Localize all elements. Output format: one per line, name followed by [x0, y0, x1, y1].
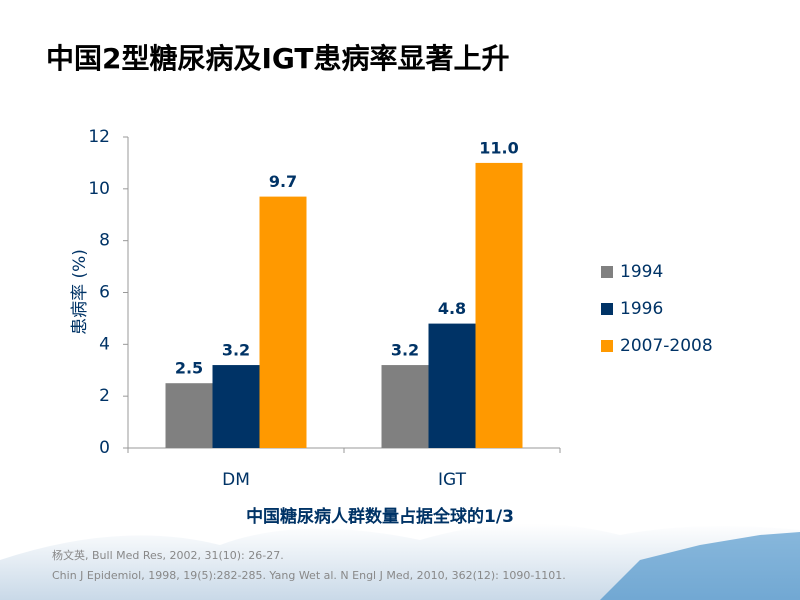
y-tick-label: 2: [99, 386, 110, 406]
value-label: 2.5: [175, 359, 203, 378]
legend-label: 2007-2008: [620, 336, 713, 356]
value-label: 9.7: [269, 172, 297, 191]
legend-swatch: [601, 266, 613, 278]
footnote: Chin J Epidemiol, 1998, 19(5):282-285. Y…: [52, 569, 566, 582]
slide-title: 中国2型糖尿病及IGT患病率显著上升: [46, 42, 510, 75]
value-label: 4.8: [438, 299, 466, 318]
legend-swatch: [601, 303, 613, 315]
y-tick-label: 6: [99, 283, 110, 303]
y-tick-label: 10: [88, 179, 110, 199]
legend-label: 1994: [620, 262, 663, 282]
value-label: 3.2: [391, 341, 419, 360]
legend-label: 1996: [620, 299, 663, 319]
x-tick-label: IGT: [438, 470, 467, 490]
x-tick-label: DM: [222, 470, 250, 490]
bar: [475, 162, 523, 448]
landscape: [0, 523, 800, 600]
y-tick-label: 0: [99, 438, 110, 458]
bar: [165, 383, 213, 448]
legend-swatch: [601, 340, 613, 352]
y-tick-label: 4: [99, 334, 110, 354]
y-axis-label: 患病率 (%): [70, 249, 90, 335]
bar: [212, 365, 260, 448]
water-decoration: [600, 532, 800, 600]
y-tick-label: 8: [99, 231, 110, 251]
value-label: 11.0: [479, 138, 518, 157]
value-label: 3.2: [222, 341, 250, 360]
y-tick-label: 12: [88, 127, 110, 147]
footnote: 杨文英, Bull Med Res, 2002, 31(10): 26-27.: [52, 548, 284, 562]
bar: [381, 365, 429, 448]
subtitle: 中国糖尿病人群数量占据全球的1/3: [246, 506, 514, 527]
bar: [428, 323, 476, 448]
bar: [259, 196, 307, 448]
